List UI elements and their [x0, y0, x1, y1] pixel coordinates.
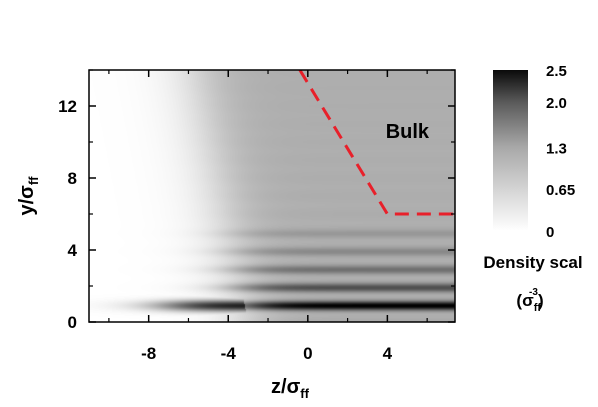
y-axis-title-sigma: σ [16, 185, 38, 199]
x-tick-label: -4 [221, 344, 237, 363]
x-axis: -8 -4 0 4 [108, 70, 428, 363]
plot-frame [88, 69, 456, 323]
x-axis-title: z/σff [271, 376, 310, 401]
colorbar-tick-label: 2.0 [546, 95, 567, 112]
y-axis-title-main: y/ [16, 198, 38, 215]
y-axis-title-sub: ff [26, 176, 41, 185]
bulk-annotation: Bulk [386, 121, 430, 143]
colorbar-ticks: 0 0.65 1.3 2.0 2.5 [546, 63, 575, 241]
x-axis-title-main: z/ [271, 376, 287, 398]
svg-text:z/σff: z/σff [271, 376, 310, 401]
colorbar-title: Density scal [483, 253, 582, 272]
y-axis-title: y/σff [16, 176, 41, 216]
colorbar-tick-label: 0.65 [546, 182, 575, 199]
y-tick-label: 4 [68, 241, 78, 260]
y-tick-label: 8 [68, 169, 77, 188]
x-tick-label: 0 [303, 344, 312, 363]
colorbar-tick-label: 1.3 [546, 140, 567, 157]
colorbar: 0 0.65 1.3 2.0 2.5 Density scal (σff-3) [483, 63, 582, 314]
y-axis: 0 4 8 12 [58, 69, 455, 332]
colorbar-tick-label: 2.5 [546, 63, 567, 80]
bulk-boundary-dashed-line [298, 70, 455, 216]
heatmap-plot-area: Bulk -8 -4 0 4 0 4 8 12 [58, 69, 456, 363]
colorbar-tick-label: 0 [546, 224, 554, 241]
colorbar-gradient [493, 70, 528, 231]
heatmap-image [89, 70, 455, 322]
x-tick-label: 4 [383, 344, 393, 363]
colorbar-unit: (σff-3) [516, 287, 543, 314]
y-tick-label: 0 [68, 313, 77, 332]
x-axis-title-sub: ff [300, 386, 309, 401]
y-tick-label: 12 [58, 97, 77, 116]
svg-text:y/σff: y/σff [16, 176, 41, 216]
x-axis-title-sigma: σ [287, 376, 301, 398]
x-tick-label: -8 [141, 344, 156, 363]
